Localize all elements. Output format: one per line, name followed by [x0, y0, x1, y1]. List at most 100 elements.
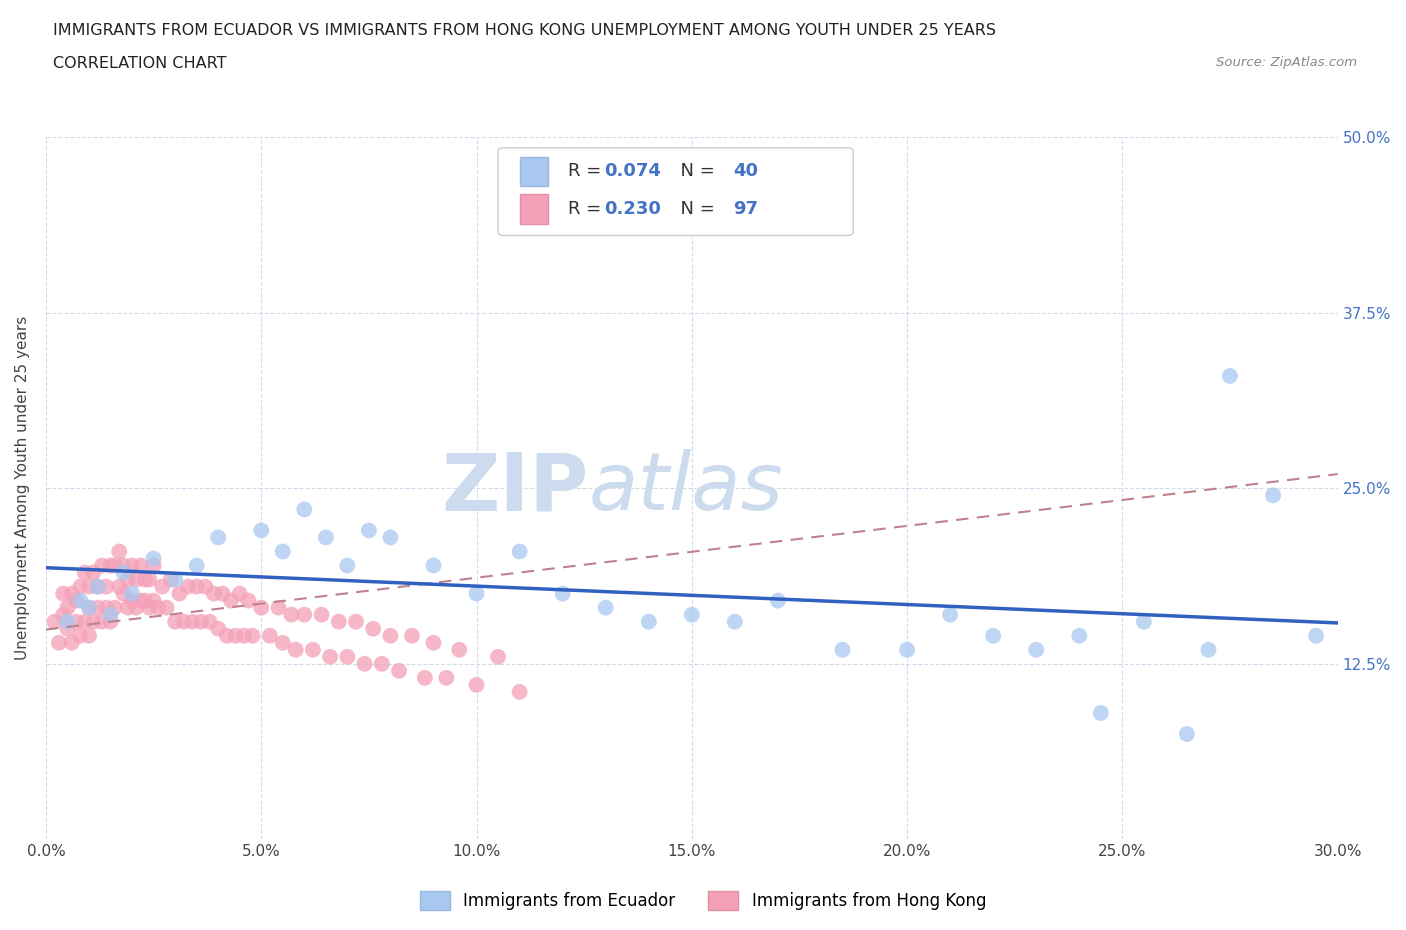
Point	[181, 614, 204, 629]
Point	[77, 600, 100, 615]
Point	[60, 586, 83, 601]
Point	[69, 629, 91, 644]
Point	[509, 544, 531, 559]
Point	[82, 614, 104, 629]
Point	[280, 607, 302, 622]
Point	[134, 572, 156, 587]
Point	[52, 586, 75, 601]
Point	[271, 635, 294, 650]
Point	[86, 579, 108, 594]
Point	[1175, 726, 1198, 741]
Point	[65, 593, 87, 608]
Point	[65, 614, 87, 629]
Point	[486, 649, 509, 664]
Text: 97: 97	[733, 200, 758, 219]
Point	[73, 614, 96, 629]
Point	[186, 558, 208, 573]
Point	[165, 572, 187, 587]
Point	[449, 643, 471, 658]
Text: atlas: atlas	[589, 449, 783, 527]
Point	[1261, 488, 1284, 503]
Point	[117, 600, 139, 615]
Point	[211, 586, 233, 601]
Point	[724, 614, 747, 629]
Point	[465, 677, 488, 692]
Point	[413, 671, 436, 685]
Bar	[520, 156, 548, 186]
Point	[207, 621, 229, 636]
Point	[138, 572, 160, 587]
Point	[1090, 706, 1112, 721]
Point	[177, 579, 200, 594]
Point	[361, 621, 384, 636]
Point	[242, 629, 264, 644]
Point	[194, 579, 217, 594]
Point	[86, 600, 108, 615]
Point	[73, 565, 96, 580]
Point	[86, 579, 108, 594]
Point	[146, 600, 169, 615]
Point	[1198, 643, 1220, 658]
Point	[311, 607, 333, 622]
Point	[69, 593, 91, 608]
Point	[228, 586, 250, 601]
Point	[401, 629, 423, 644]
Point	[104, 600, 127, 615]
Point	[125, 600, 148, 615]
Point	[112, 558, 135, 573]
Point	[77, 629, 100, 644]
Point	[238, 593, 260, 608]
Point	[134, 593, 156, 608]
Point	[233, 629, 256, 644]
Point	[422, 635, 444, 650]
Point	[422, 558, 444, 573]
Point	[142, 558, 165, 573]
Bar	[520, 194, 548, 224]
Point	[108, 544, 131, 559]
Point	[292, 607, 315, 622]
Text: R =: R =	[568, 162, 607, 180]
Point	[357, 523, 380, 538]
Point	[117, 572, 139, 587]
Point	[150, 579, 173, 594]
Point	[108, 579, 131, 594]
Point	[434, 671, 457, 685]
Point	[190, 614, 212, 629]
Point	[336, 649, 359, 664]
Point	[1219, 368, 1241, 383]
Point	[169, 586, 191, 601]
Point	[202, 586, 225, 601]
Text: R =: R =	[568, 200, 607, 219]
Point	[142, 551, 165, 566]
Text: 0.230: 0.230	[605, 200, 661, 219]
Point	[100, 607, 122, 622]
Point	[165, 614, 187, 629]
Point	[91, 558, 114, 573]
Point	[371, 657, 394, 671]
Point	[96, 579, 118, 594]
Point	[160, 572, 183, 587]
Point	[138, 600, 160, 615]
Point	[896, 643, 918, 658]
Point	[302, 643, 325, 658]
Point	[250, 600, 273, 615]
Point	[380, 530, 402, 545]
Point	[44, 614, 66, 629]
Point	[344, 614, 367, 629]
Text: Source: ZipAtlas.com: Source: ZipAtlas.com	[1216, 56, 1357, 69]
Point	[388, 663, 411, 678]
Point	[56, 621, 79, 636]
Point	[637, 614, 659, 629]
Point	[69, 579, 91, 594]
Point	[259, 629, 281, 644]
Point	[224, 629, 246, 644]
Point	[129, 558, 152, 573]
Point	[56, 600, 79, 615]
Point	[121, 593, 143, 608]
Point	[100, 558, 122, 573]
Point	[551, 586, 574, 601]
Point	[121, 586, 143, 601]
Point	[198, 614, 221, 629]
Legend: Immigrants from Ecuador, Immigrants from Hong Kong: Immigrants from Ecuador, Immigrants from…	[413, 884, 993, 917]
Text: 40: 40	[733, 162, 758, 180]
